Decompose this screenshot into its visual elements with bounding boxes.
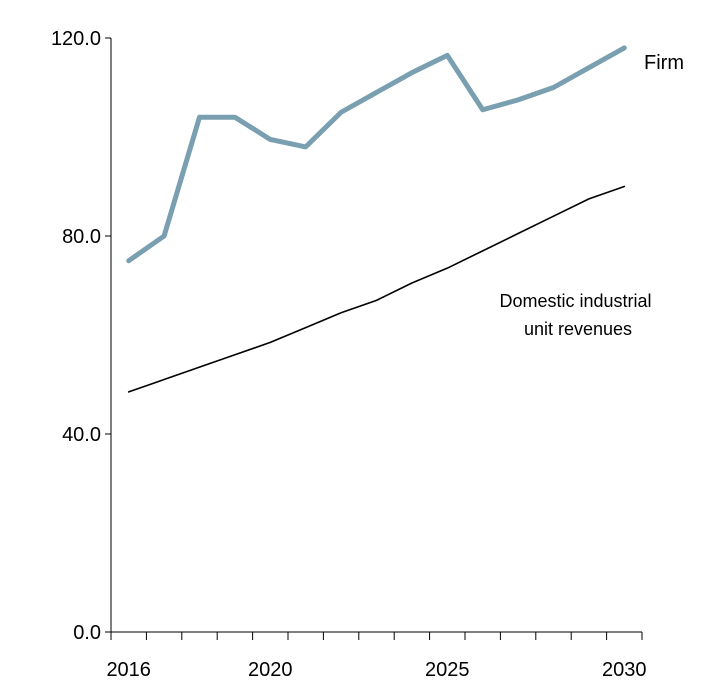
series-label-domestic-line-1: Domestic industrial bbox=[499, 291, 651, 311]
x-ticks: 2016 2020 2025 2030 bbox=[106, 632, 647, 681]
y-ticks: 0.0 40.0 80.0 120.0 bbox=[51, 28, 111, 644]
series-labels: Firm Domestic industrial unit revenues bbox=[499, 52, 684, 339]
series-label-domestic: Domestic industrial unit revenues bbox=[499, 291, 656, 339]
x-tick-label: 2025 bbox=[425, 659, 470, 681]
y-tick-label: 0.0 bbox=[73, 622, 101, 644]
y-tick-label: 80.0 bbox=[62, 226, 101, 248]
series-layer bbox=[126, 45, 627, 393]
series-line-firm bbox=[126, 45, 627, 264]
x-tick-label: 2016 bbox=[106, 659, 151, 681]
x-tick-label: 2020 bbox=[248, 659, 293, 681]
series-label-firm: Firm bbox=[644, 52, 684, 74]
series-label-domestic-line-2: unit revenues bbox=[524, 319, 632, 339]
y-tick-label: 40.0 bbox=[62, 424, 101, 446]
y-tick-label: 120.0 bbox=[51, 28, 101, 50]
x-tick-label: 2030 bbox=[602, 659, 647, 681]
axes bbox=[110, 38, 642, 633]
series-line-domestic bbox=[127, 185, 626, 393]
